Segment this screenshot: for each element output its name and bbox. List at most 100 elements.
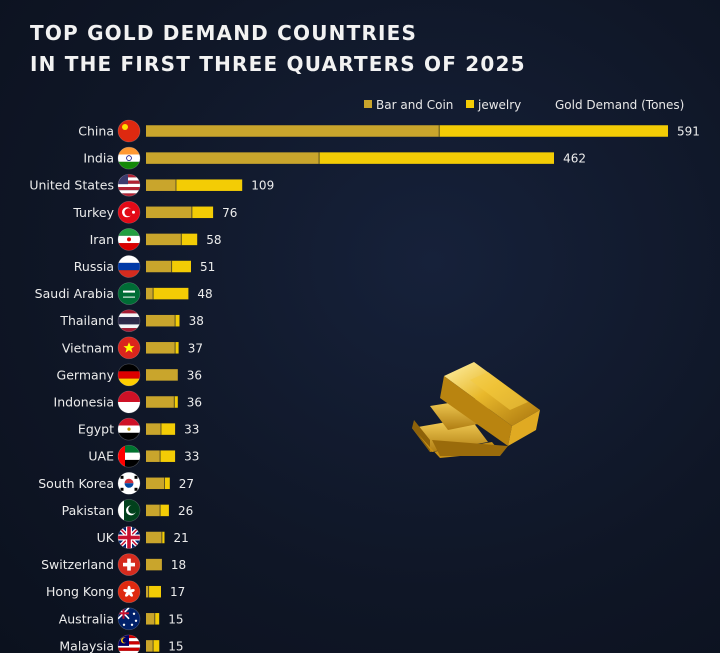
category-label: Indonesia (54, 395, 114, 410)
value-label: 15 (168, 612, 183, 626)
switzerland-flag-icon (117, 553, 141, 576)
thailand-flag-icon (117, 309, 141, 333)
segment-divider (174, 342, 176, 354)
bar-segment-jewelry (161, 423, 176, 435)
bar-row-australia: Australia 15 (59, 607, 183, 631)
category-label: India (83, 151, 114, 166)
legend-total-label: Gold Demand (Tones) (555, 98, 685, 112)
segment-divider (148, 585, 150, 598)
bar-row-pakistan: Pakistan 26 (62, 499, 193, 522)
category-label: Hong Kong (46, 584, 114, 599)
legend-swatch-bar-and-coin (364, 100, 372, 108)
bar-row-hong-kong: Hong Kong 17 (46, 580, 185, 604)
category-label: Saudi Arabia (35, 286, 114, 301)
value-label: 21 (174, 531, 189, 545)
bar-segment-jewelry (164, 477, 170, 490)
category-label: Thailand (59, 313, 114, 328)
segment-divider (152, 640, 154, 652)
bar-segment-bar-and-coin (146, 152, 320, 164)
turkey-flag-icon (117, 201, 141, 224)
segment-divider (152, 287, 154, 300)
value-label: 33 (184, 423, 199, 437)
value-label: 15 (168, 639, 183, 653)
bar-row-iran: Iran 58 (90, 228, 221, 251)
saudi-arabia-flag-icon (117, 282, 141, 305)
bar-segment-bar-and-coin (146, 314, 176, 327)
segment-divider (318, 152, 320, 164)
bar-row-egypt: Egypt 33 (78, 417, 199, 441)
bar-row-south-korea: South Korea 27 (38, 471, 194, 495)
bar-segment-jewelry (153, 640, 160, 652)
value-label: 36 (187, 396, 202, 410)
value-label: 26 (178, 504, 193, 518)
bar-segment-jewelry (160, 504, 169, 517)
value-label: 37 (188, 341, 203, 355)
value-label: 36 (187, 368, 202, 382)
bar-row-malaysia: Malaysia 15 (59, 634, 183, 653)
category-label: United States (29, 178, 114, 193)
bar-segment-jewelry (175, 342, 179, 354)
category-label: UK (97, 530, 115, 545)
malaysia-flag-icon (117, 634, 141, 653)
bar-segment-jewelry (175, 314, 180, 327)
value-label: 58 (206, 233, 221, 247)
bar-row-saudi-arabia: Saudi Arabia 48 (35, 282, 213, 305)
value-label: 76 (222, 206, 237, 220)
value-label: 17 (170, 585, 185, 599)
bar-segment-bar-and-coin (146, 206, 192, 219)
category-label: Turkey (72, 205, 114, 220)
segment-divider (173, 396, 175, 408)
bar-segment-jewelry (176, 179, 243, 191)
bar-row-uae: UAE 33 (88, 444, 199, 468)
category-label: Australia (59, 611, 114, 626)
iran-flag-icon (117, 228, 141, 251)
legend-swatch-jewelry (466, 100, 474, 108)
segment-divider (159, 504, 161, 517)
bar-row-germany: Germany 36 (57, 363, 202, 387)
pakistan-flag-icon (117, 499, 141, 522)
segment-divider (164, 477, 165, 490)
segment-divider (438, 125, 440, 137)
value-label: 27 (179, 477, 194, 491)
bar-segment-jewelry (319, 152, 554, 164)
legend: Bar and Coin jewelry Gold Demand (Tones) (0, 98, 720, 114)
segment-divider (175, 179, 177, 191)
title-line-1: TOP GOLD DEMAND COUNTRIES (30, 21, 418, 45)
value-label: 48 (197, 287, 212, 301)
gold-bars-icon (412, 362, 540, 458)
bar-segment-bar-and-coin (146, 531, 162, 544)
united-states-flag-icon (117, 173, 141, 197)
australia-flag-icon (117, 607, 141, 631)
legend-label-jewelry: jewelry (478, 98, 522, 112)
uae-flag-icon (117, 444, 141, 468)
category-label: Malaysia (59, 638, 114, 653)
bar-row-thailand: Thailand 38 (59, 309, 204, 333)
bar-segment-bar-and-coin (146, 342, 176, 354)
south-korea-flag-icon (117, 471, 141, 495)
bar-segment-bar-and-coin (146, 558, 162, 571)
segment-divider (171, 260, 173, 273)
bar-segment-bar-and-coin (146, 423, 161, 435)
bar-row-russia: Russia 51 (74, 255, 215, 278)
segment-divider (160, 423, 162, 435)
bar-segment-jewelry (160, 450, 176, 462)
bar-row-united-states: United States 109 (29, 173, 274, 197)
segment-divider (154, 613, 156, 625)
india-flag-icon (117, 146, 141, 170)
bar-segment-bar-and-coin (146, 450, 161, 462)
category-label: Germany (57, 367, 115, 382)
bar-segment-jewelry (154, 613, 160, 625)
germany-flag-icon (117, 363, 141, 387)
title-line-2: IN THE FIRST THREE QUARTERS OF 2025 (30, 52, 526, 76)
bar-segment-jewelry (161, 531, 165, 544)
value-label: 33 (184, 450, 199, 464)
bar-segment-jewelry (174, 396, 178, 408)
value-label: 591 (677, 125, 700, 139)
bar-segment-jewelry (191, 206, 214, 219)
russia-flag-icon (117, 255, 141, 278)
category-label: China (78, 124, 114, 139)
uk-flag-icon (117, 526, 141, 549)
category-label: UAE (88, 449, 114, 464)
legend-item-jewelry: jewelry (466, 98, 521, 112)
legend-item-bar-and-coin: Bar and Coin (364, 98, 453, 112)
